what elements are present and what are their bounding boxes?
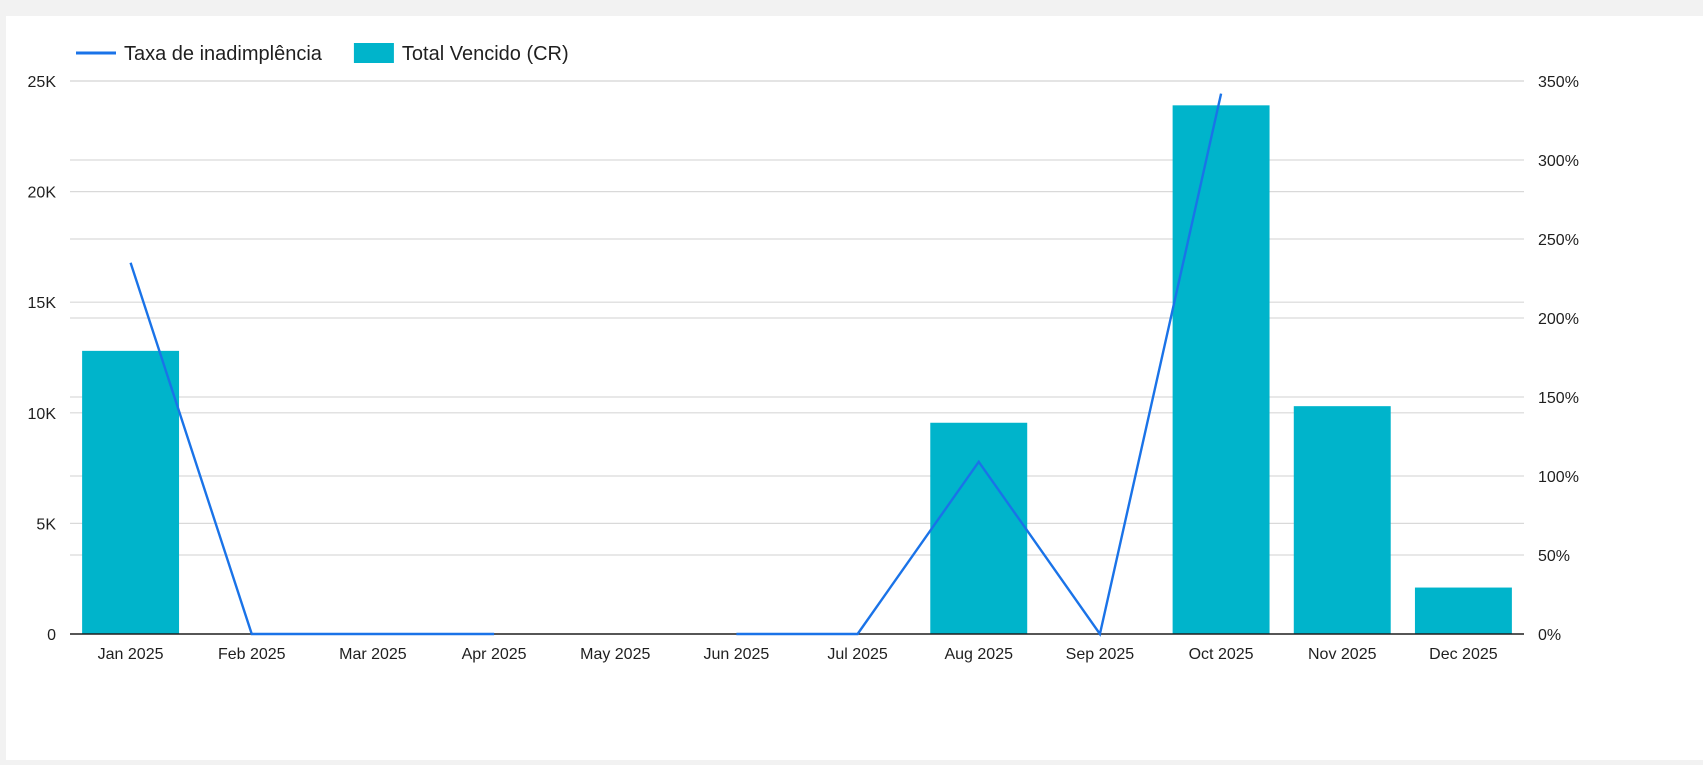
- x-tick-label: Dec 2025: [1429, 646, 1498, 663]
- y-right-tick-label: 350%: [1538, 74, 1579, 91]
- y-right-tick-label: 100%: [1538, 469, 1579, 486]
- bar-series: [82, 105, 1512, 634]
- y-left-tick-label: 20K: [28, 185, 57, 202]
- bar: [1414, 587, 1512, 634]
- x-tick-label: Feb 2025: [218, 646, 286, 663]
- y-left-tick-label: 15K: [28, 295, 57, 312]
- bar: [1293, 406, 1391, 634]
- line-series: [129, 93, 1223, 637]
- y-right-tick-label: 250%: [1538, 232, 1579, 249]
- y-right-tick-label: 300%: [1538, 153, 1579, 170]
- x-tick-label: Jul 2025: [827, 646, 888, 663]
- bar: [82, 350, 180, 634]
- y-right-tick-label: 0%: [1538, 627, 1561, 644]
- y-axis-left: 0 5K 10K 15K 20K 25K: [28, 74, 57, 644]
- x-tick-label: Aug 2025: [944, 646, 1013, 663]
- y-right-tick-label: 50%: [1538, 548, 1570, 565]
- y-left-tick-label: 0: [47, 627, 56, 644]
- line-segment: [129, 262, 495, 636]
- line-segment: [736, 93, 1223, 637]
- legend-bar-swatch: [353, 43, 394, 63]
- combo-chart: 0 5K 10K 15K 20K 25K 0% 50% 100% 150% 200% 250% 300…: [28, 43, 1579, 663]
- x-tick-label: Jun 2025: [703, 646, 769, 663]
- legend-label: Total Vencido (CR): [402, 43, 569, 65]
- y-right-tick-label: 200%: [1538, 311, 1579, 328]
- x-tick-label: Nov 2025: [1308, 646, 1377, 663]
- y-left-tick-label: 25K: [28, 74, 57, 91]
- bar: [930, 422, 1028, 634]
- legend-item[interactable]: Total Vencido (CR): [353, 43, 569, 65]
- y-axis-right: 0% 50% 100% 150% 200% 250% 300% 350%: [1538, 74, 1579, 644]
- y-left-tick-label: 5K: [36, 516, 56, 533]
- x-tick-label: Apr 2025: [462, 646, 527, 663]
- x-tick-label: May 2025: [580, 646, 650, 663]
- y-right-tick-label: 150%: [1538, 390, 1579, 407]
- x-tick-label: Mar 2025: [339, 646, 407, 663]
- gridlines: [70, 80, 1524, 556]
- chart-panel: 0 5K 10K 15K 20K 25K 0% 50% 100% 150% 200% 250% 300…: [6, 16, 1703, 760]
- legend-item[interactable]: Taxa de inadimplência: [76, 43, 323, 65]
- x-tick-label: Jan 2025: [98, 646, 164, 663]
- y-left-tick-label: 10K: [28, 406, 57, 423]
- legend-label: Taxa de inadimplência: [124, 43, 323, 65]
- x-tick-label: Sep 2025: [1066, 646, 1135, 663]
- x-tick-label: Oct 2025: [1189, 646, 1254, 663]
- legend[interactable]: Taxa de inadimplência Total Vencido (CR): [76, 43, 569, 65]
- bar: [1172, 105, 1270, 634]
- x-axis: Jan 2025 Feb 2025 Mar 2025 Apr 2025 May 2025…: [98, 646, 1498, 663]
